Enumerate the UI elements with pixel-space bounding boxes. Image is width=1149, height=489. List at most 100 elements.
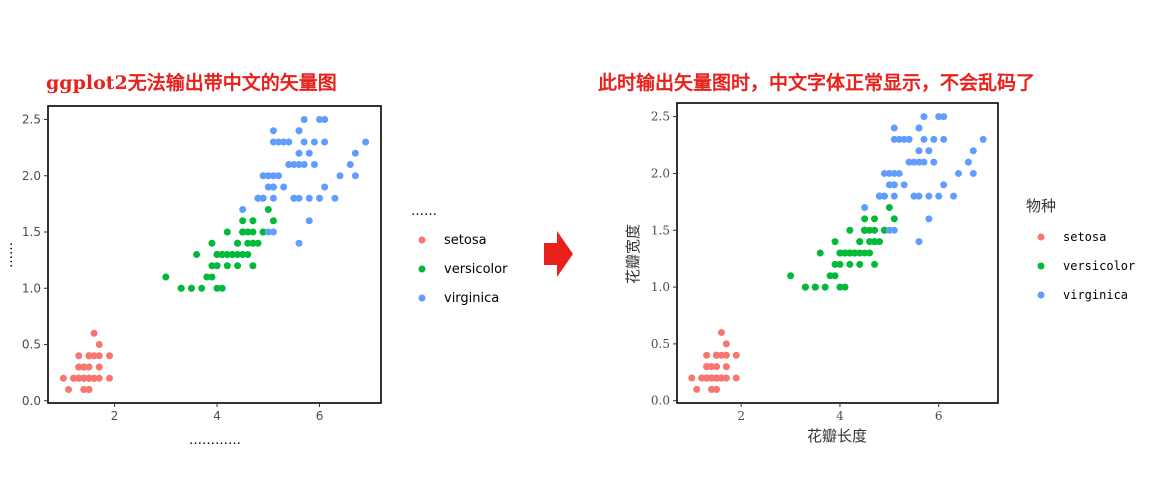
point-versicolor — [787, 272, 795, 280]
point-versicolor — [871, 238, 879, 246]
point-virginica — [285, 161, 293, 168]
point-versicolor — [244, 228, 252, 236]
point-virginica — [900, 135, 908, 143]
point-versicolor — [841, 249, 849, 257]
point-virginica — [295, 239, 303, 247]
y-tick-label: 1.5 — [22, 225, 41, 239]
point-virginica — [905, 135, 913, 143]
point-setosa — [703, 351, 711, 359]
point-virginica — [280, 138, 288, 146]
point-versicolor — [223, 228, 231, 236]
point-versicolor — [213, 262, 221, 270]
point-virginica — [259, 172, 267, 180]
point-versicolor — [831, 238, 839, 246]
point-virginica — [890, 124, 898, 132]
point-versicolor — [244, 251, 252, 258]
point-setosa — [713, 374, 721, 382]
point-virginica — [316, 194, 324, 202]
plot-panel-right — [676, 102, 999, 404]
point-virginica — [351, 149, 359, 157]
point-versicolor — [218, 284, 226, 292]
point-virginica — [930, 158, 938, 166]
legend-key-setosa — [1037, 233, 1045, 241]
legend-label-versicolor: versicolor — [444, 262, 508, 277]
right-arrow-icon — [544, 231, 573, 277]
point-versicolor — [208, 273, 216, 281]
point-virginica — [321, 183, 329, 191]
point-virginica — [915, 147, 923, 155]
scatter-chart-right: 0.0 0.5 1.0 1.5 2.0 2.5 2 4 6 物种 setosa versicol… — [624, 102, 1135, 445]
point-versicolor — [269, 217, 277, 225]
point-versicolor — [836, 249, 844, 257]
point-versicolor — [213, 251, 221, 258]
legend-key-versicolor — [418, 265, 426, 273]
point-virginica — [321, 116, 329, 123]
point-setosa — [85, 363, 93, 371]
y-tick-label: 2.0 — [651, 166, 670, 180]
point-setosa — [105, 352, 113, 360]
point-setosa — [732, 374, 740, 382]
point-versicolor — [871, 226, 879, 234]
point-setosa — [717, 351, 725, 359]
legend-key-versicolor — [1037, 262, 1045, 270]
point-versicolor — [203, 273, 211, 281]
point-virginica — [895, 169, 903, 177]
point-virginica — [336, 172, 344, 180]
point-versicolor — [831, 260, 839, 268]
point-virginica — [362, 138, 370, 146]
point-virginica — [964, 158, 972, 166]
point-virginica — [979, 135, 987, 143]
point-setosa — [64, 386, 72, 393]
point-virginica — [915, 158, 923, 166]
point-virginica — [950, 192, 958, 200]
point-virginica — [310, 161, 318, 168]
point-virginica — [925, 147, 933, 155]
point-setosa — [95, 363, 103, 371]
scatter-chart-left: 0.0 0.5 1.0 1.5 2.0 2.5 2 4 6 …… setosa versicol… — [1, 105, 508, 448]
point-versicolor — [254, 239, 262, 247]
point-setosa — [70, 374, 78, 382]
point-versicolor — [223, 262, 231, 270]
caption-right: 此时输出矢量图时，中文字体正常显示，不会乱码了 — [598, 72, 1036, 94]
point-virginica — [885, 181, 893, 189]
point-virginica — [885, 226, 893, 234]
point-versicolor — [801, 283, 809, 291]
point-virginica — [910, 158, 918, 166]
point-virginica — [351, 172, 359, 180]
point-versicolor — [861, 215, 869, 223]
y-tick-label: 0.0 — [651, 394, 670, 408]
point-virginica — [300, 161, 308, 168]
point-virginica — [285, 138, 293, 146]
point-setosa — [713, 363, 721, 371]
point-setosa — [85, 352, 93, 360]
y-tick-label: 2.5 — [22, 113, 41, 127]
y-axis-label-left: …… — [1, 242, 16, 268]
y-tick-label: 0.5 — [22, 338, 41, 352]
point-setosa — [732, 351, 740, 359]
point-versicolor — [875, 238, 883, 246]
point-versicolor — [239, 217, 247, 225]
point-virginica — [940, 181, 948, 189]
point-virginica — [269, 127, 277, 135]
point-virginica — [239, 206, 247, 213]
point-versicolor — [831, 272, 839, 280]
point-virginica — [940, 135, 948, 143]
point-versicolor — [816, 249, 824, 257]
point-virginica — [316, 116, 324, 123]
point-versicolor — [866, 226, 874, 234]
point-virginica — [885, 169, 893, 177]
point-setosa — [95, 352, 103, 360]
point-versicolor — [861, 249, 869, 257]
point-versicolor — [861, 226, 869, 234]
point-versicolor — [198, 284, 206, 292]
point-virginica — [915, 124, 923, 132]
point-versicolor — [826, 272, 834, 280]
point-virginica — [305, 217, 313, 225]
point-setosa — [90, 329, 98, 337]
x-tick-label: 4 — [836, 409, 844, 423]
point-setosa — [722, 363, 730, 371]
point-versicolor — [259, 228, 267, 236]
y-tick-label: 1.5 — [651, 223, 670, 237]
legend-title-right: 物种 — [1026, 197, 1056, 215]
